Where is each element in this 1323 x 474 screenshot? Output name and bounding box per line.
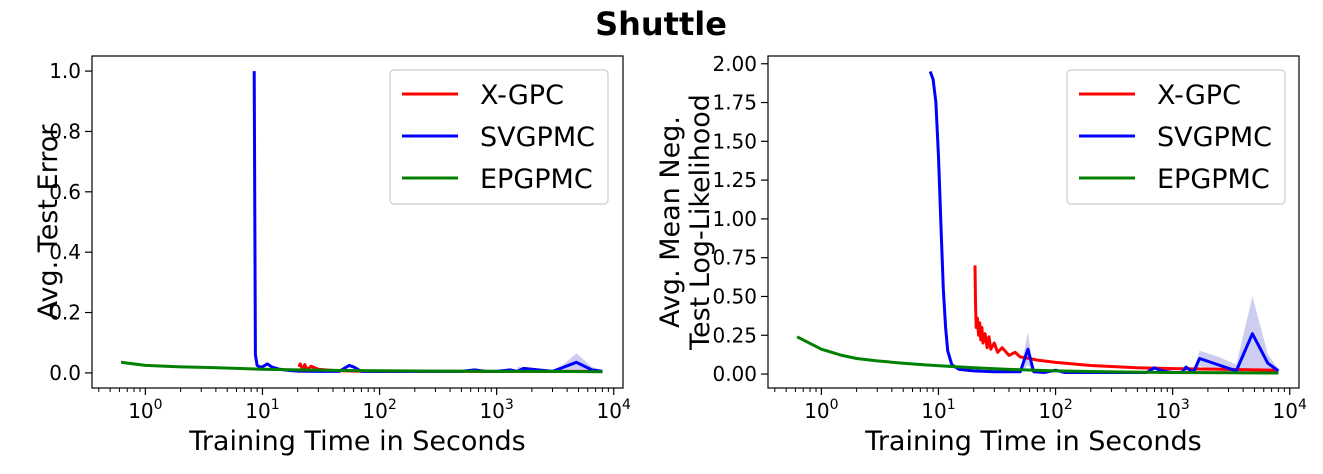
x-tick-label: 101 bbox=[921, 397, 955, 423]
panel-neg-log-likelihood: 100 101 102 103 104 0.00 0.25 0.50 0.75 1.00 1.25 1… bbox=[655, 52, 1307, 457]
x-tick-label: 100 bbox=[128, 397, 162, 423]
x-tick-label: 104 bbox=[1273, 397, 1307, 423]
series-line-epgpmc bbox=[120, 360, 603, 374]
legend-label-epgpmc: EPGPMC bbox=[1157, 164, 1270, 195]
legend-frame bbox=[1066, 69, 1286, 205]
x-axis-label: Training Time in Seconds bbox=[864, 426, 1201, 457]
x-tick-label: 100 bbox=[804, 397, 838, 423]
y-tick-label: 0.4 bbox=[49, 240, 81, 264]
band-svgpmc-1 bbox=[1193, 296, 1279, 374]
band-svgpmc-0 bbox=[517, 353, 603, 373]
y-tick-label: 0.8 bbox=[49, 119, 81, 143]
legend-label-x-gpc: X-GPC bbox=[1157, 80, 1241, 111]
y-axis-label: Test Log-Likelihood bbox=[685, 94, 716, 351]
y-tick-label: 0.00 bbox=[712, 362, 757, 386]
panel-test-error: 100 101 102 103 104 0.0 0.2 0.4 0.6 0.8 1.0 Trainin… bbox=[33, 55, 631, 457]
x-tick-label: 103 bbox=[1155, 397, 1189, 423]
legend-label-svgpmc: SVGPMC bbox=[480, 122, 595, 153]
x-tick-label: 101 bbox=[245, 397, 279, 423]
y-tick-label: 2.00 bbox=[712, 52, 757, 76]
x-tick-label: 102 bbox=[1038, 397, 1072, 423]
y-tick-label: 1.75 bbox=[712, 91, 757, 115]
legend-label-svgpmc: SVGPMC bbox=[1157, 122, 1272, 153]
legend-frame bbox=[389, 69, 609, 205]
y-tick-label: 1.25 bbox=[712, 168, 757, 192]
y-axis-label: Avg. Test Error bbox=[33, 124, 64, 320]
x-axis-label: Training Time in Seconds bbox=[188, 426, 525, 457]
y-tick-label: 0.25 bbox=[712, 323, 757, 347]
legend-label-epgpmc: EPGPMC bbox=[480, 164, 593, 195]
y-tick-label: 1.0 bbox=[49, 59, 81, 83]
series-line-epgpmc bbox=[796, 335, 1279, 375]
y-tick-label: 0.6 bbox=[49, 180, 81, 204]
y-tick-label: 0.2 bbox=[49, 301, 81, 325]
x-tick-label: 103 bbox=[479, 397, 513, 423]
legend: X-GPC SVGPMC EPGPMC bbox=[389, 69, 609, 205]
axes-frame bbox=[91, 55, 624, 389]
series-line-x-gpc bbox=[973, 265, 1279, 372]
y-tick-label: 1.50 bbox=[712, 129, 757, 153]
axes-frame bbox=[767, 55, 1300, 389]
figure-title: Shuttle bbox=[595, 5, 727, 43]
y-tick-label: 1.00 bbox=[712, 207, 757, 231]
y-tick-label: 0.75 bbox=[712, 246, 757, 270]
x-tick-label: 102 bbox=[362, 397, 396, 423]
plot-area bbox=[120, 71, 603, 374]
legend: X-GPC SVGPMC EPGPMC bbox=[1066, 69, 1286, 205]
y-axis-label: Avg. Mean Neg. bbox=[655, 116, 686, 328]
plot-area bbox=[796, 70, 1280, 375]
y-tick-label: 0.0 bbox=[49, 361, 81, 385]
x-tick-label: 104 bbox=[597, 397, 631, 423]
legend-label-x-gpc: X-GPC bbox=[480, 80, 564, 111]
y-tick-label: 0.50 bbox=[712, 284, 757, 308]
